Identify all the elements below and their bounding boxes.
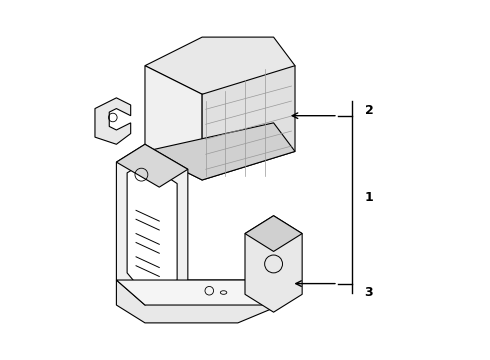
Polygon shape	[117, 144, 188, 305]
Text: 2: 2	[365, 104, 373, 117]
Polygon shape	[202, 66, 295, 180]
Polygon shape	[145, 123, 295, 180]
Polygon shape	[95, 98, 131, 144]
Polygon shape	[127, 162, 177, 294]
Text: 1: 1	[365, 192, 373, 204]
Polygon shape	[145, 66, 202, 180]
Polygon shape	[245, 216, 302, 312]
Polygon shape	[117, 280, 281, 305]
Polygon shape	[145, 37, 295, 94]
Polygon shape	[245, 216, 302, 251]
Polygon shape	[117, 280, 281, 323]
Text: 3: 3	[365, 286, 373, 299]
Polygon shape	[117, 144, 188, 187]
